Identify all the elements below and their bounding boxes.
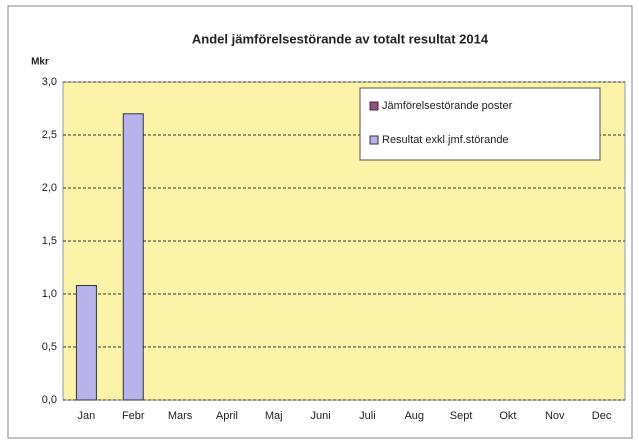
y-tick-label: 2,0 xyxy=(42,182,57,194)
bar xyxy=(75,285,97,401)
chart-title: Andel jämförelsestörande av totalt resul… xyxy=(192,31,489,46)
x-tick-label: April xyxy=(216,410,238,422)
x-tick-label: Juli xyxy=(359,410,376,422)
x-tick-label: Sept xyxy=(450,410,473,422)
x-tick-label: Jan xyxy=(78,410,96,422)
y-tick-label: 0,5 xyxy=(42,341,57,353)
y-axis-label: Mkr xyxy=(31,57,49,68)
x-tick-label: Nov xyxy=(545,410,565,422)
x-tick-label: Mars xyxy=(168,410,193,422)
x-tick-label: Maj xyxy=(265,410,283,422)
x-tick-label: Dec xyxy=(592,410,612,422)
y-tick-label: 1,5 xyxy=(42,235,57,247)
y-tick-label: 1,0 xyxy=(42,288,57,300)
legend-label: Jämförelsestörande poster xyxy=(382,100,513,112)
x-tick-label: Aug xyxy=(404,410,424,422)
y-tick-label: 2,5 xyxy=(42,129,57,141)
x-tick-label: Okt xyxy=(499,410,516,422)
legend-box xyxy=(359,87,601,161)
legend-swatch xyxy=(369,135,379,145)
y-tick-label: 0,0 xyxy=(42,394,57,406)
y-tick-label: 3,0 xyxy=(42,76,57,88)
x-tick-label: Juni xyxy=(310,410,330,422)
legend-label: Resultat exkl jmf.störande xyxy=(382,134,509,146)
legend-swatch xyxy=(369,101,379,111)
bar xyxy=(122,113,144,401)
x-tick-label: Febr xyxy=(122,410,145,422)
